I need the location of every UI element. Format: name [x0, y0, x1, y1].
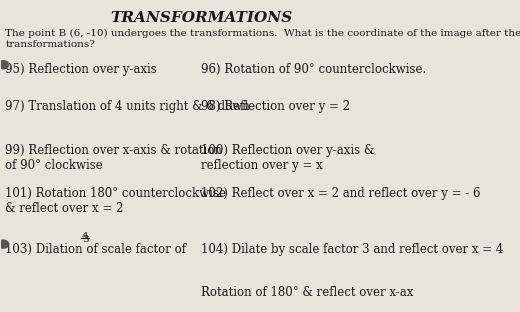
Text: 104) Dilate by scale factor 3 and reflect over x = 4: 104) Dilate by scale factor 3 and reflec… [201, 243, 504, 256]
Circle shape [0, 61, 9, 69]
Text: 103) Dilation of scale factor of: 103) Dilation of scale factor of [5, 243, 190, 256]
Text: 99) Reflection over x-axis & rotation
of 90° clockwise: 99) Reflection over x-axis & rotation of… [5, 144, 222, 172]
Text: 95) Reflection over y-axis: 95) Reflection over y-axis [5, 63, 157, 76]
Text: 97) Translation of 4 units right & 6 down: 97) Translation of 4 units right & 6 dow… [5, 100, 250, 113]
Text: 3: 3 [82, 235, 88, 244]
Text: 98) Reflection over y = 2: 98) Reflection over y = 2 [201, 100, 350, 113]
Text: The point B (6, -10) undergoes the transformations.  What is the coordinate of t: The point B (6, -10) undergoes the trans… [5, 29, 520, 49]
Text: TRANSFORMATIONS: TRANSFORMATIONS [110, 11, 292, 25]
Text: Rotation of 180° & reflect over x-ax: Rotation of 180° & reflect over x-ax [201, 286, 414, 299]
Text: 102) Reflect over x = 2 and reflect over y = - 6: 102) Reflect over x = 2 and reflect over… [201, 187, 481, 200]
Text: 100) Reflection over y-axis &
reflection over y = x: 100) Reflection over y-axis & reflection… [201, 144, 375, 172]
Text: 101) Rotation 180° counterclockwise
& reflect over x = 2: 101) Rotation 180° counterclockwise & re… [5, 187, 226, 215]
Circle shape [0, 240, 9, 248]
Text: 96) Rotation of 90° counterclockwise.: 96) Rotation of 90° counterclockwise. [201, 63, 426, 76]
Text: 4: 4 [82, 232, 88, 241]
